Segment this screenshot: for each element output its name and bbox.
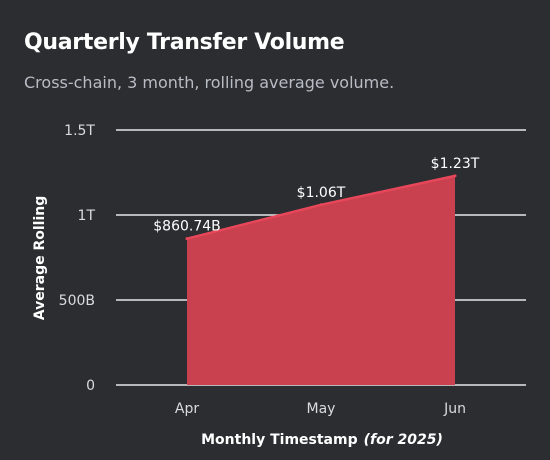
- chart-subtitle: Cross-chain, 3 month, rolling average vo…: [24, 73, 395, 92]
- x-axis-title-main: Monthly Timestamp: [201, 432, 358, 448]
- x-tick-label: Jun: [443, 401, 466, 417]
- x-tick-label: Apr: [175, 401, 199, 417]
- data-point: [319, 203, 323, 207]
- y-tick-label: 1T: [78, 208, 96, 224]
- plot-area: [185, 174, 457, 385]
- x-axis-ticks: Apr May Jun: [175, 401, 466, 417]
- y-axis-title: Average Rolling: [32, 196, 48, 320]
- y-tick-label: 0: [86, 378, 95, 394]
- x-axis-title-note: (for 2025): [364, 432, 443, 448]
- y-tick-label: 1.5T: [64, 123, 95, 139]
- data-label: $1.06T: [297, 185, 346, 201]
- x-tick-label: May: [307, 401, 336, 417]
- data-point: [453, 174, 457, 178]
- data-point: [185, 237, 189, 241]
- data-label: $860.74B: [153, 219, 221, 235]
- data-labels: $860.74B $1.06T $1.23T: [153, 156, 480, 235]
- data-label: $1.23T: [431, 156, 480, 172]
- chart-title: Quarterly Transfer Volume: [24, 30, 345, 55]
- x-axis-title: Monthly Timestamp (for 2025): [201, 432, 443, 448]
- area-fill: [187, 175, 455, 385]
- y-axis-ticks: 0 500B 1T 1.5T: [59, 123, 96, 394]
- y-tick-label: 500B: [59, 293, 95, 309]
